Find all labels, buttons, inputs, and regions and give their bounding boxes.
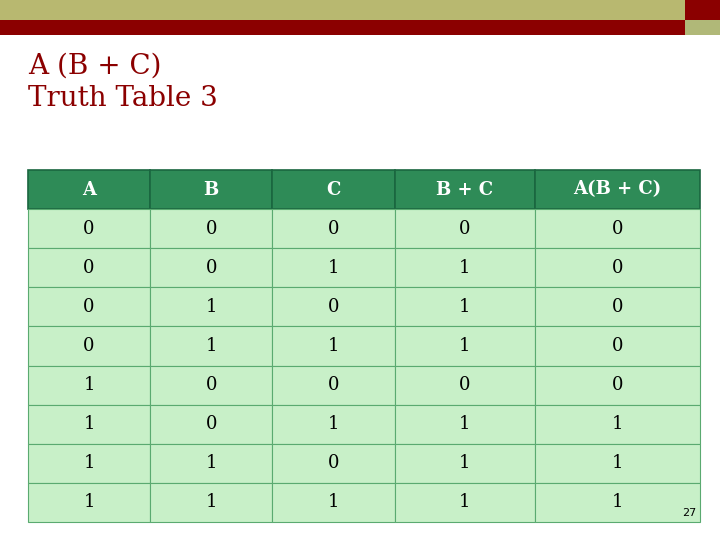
Bar: [28, 483, 150, 522]
Bar: [272, 327, 395, 366]
Text: 1: 1: [459, 494, 471, 511]
Bar: [272, 366, 395, 404]
Bar: [395, 248, 535, 287]
Text: 1: 1: [205, 337, 217, 355]
Text: 1: 1: [328, 259, 339, 277]
Text: Truth Table 3: Truth Table 3: [28, 85, 217, 112]
Bar: [395, 366, 535, 404]
Bar: [272, 209, 395, 248]
Bar: [395, 404, 535, 444]
Text: 0: 0: [328, 220, 339, 238]
Bar: [0, 0, 685, 20]
Text: 1: 1: [459, 337, 471, 355]
Text: 0: 0: [205, 259, 217, 277]
Text: 0: 0: [612, 298, 624, 316]
Text: 1: 1: [459, 415, 471, 433]
Bar: [272, 170, 395, 209]
Bar: [28, 209, 150, 248]
Bar: [150, 209, 272, 248]
Bar: [272, 287, 395, 327]
Text: 0: 0: [612, 376, 624, 394]
Bar: [395, 444, 535, 483]
Bar: [535, 444, 700, 483]
Text: A: A: [82, 180, 96, 199]
Text: 0: 0: [328, 298, 339, 316]
Bar: [28, 444, 150, 483]
Text: 0: 0: [459, 376, 471, 394]
Text: 0: 0: [459, 220, 471, 238]
Bar: [272, 483, 395, 522]
Bar: [28, 248, 150, 287]
Text: 1: 1: [205, 298, 217, 316]
Text: 1: 1: [84, 494, 95, 511]
Bar: [535, 170, 700, 209]
Text: 0: 0: [612, 259, 624, 277]
Text: 1: 1: [328, 415, 339, 433]
Text: B: B: [204, 180, 219, 199]
Text: 1: 1: [459, 298, 471, 316]
Bar: [535, 404, 700, 444]
Text: 0: 0: [205, 415, 217, 433]
Text: 1: 1: [205, 454, 217, 472]
Text: 1: 1: [205, 494, 217, 511]
Text: 1: 1: [328, 494, 339, 511]
Bar: [395, 327, 535, 366]
Bar: [535, 287, 700, 327]
Bar: [28, 366, 150, 404]
Bar: [150, 483, 272, 522]
Bar: [28, 287, 150, 327]
Text: 1: 1: [612, 494, 624, 511]
Bar: [272, 444, 395, 483]
Bar: [395, 287, 535, 327]
Text: A (B + C): A (B + C): [28, 53, 161, 80]
Bar: [28, 170, 150, 209]
Text: 0: 0: [328, 454, 339, 472]
Bar: [395, 483, 535, 522]
Bar: [395, 209, 535, 248]
Text: C: C: [326, 180, 341, 199]
Text: B + C: B + C: [436, 180, 493, 199]
Text: 1: 1: [84, 415, 95, 433]
Text: 1: 1: [612, 415, 624, 433]
Bar: [535, 248, 700, 287]
Text: 0: 0: [612, 220, 624, 238]
Text: 0: 0: [84, 337, 95, 355]
Bar: [535, 366, 700, 404]
Bar: [150, 444, 272, 483]
Text: 1: 1: [459, 454, 471, 472]
Bar: [395, 170, 535, 209]
Text: 0: 0: [612, 337, 624, 355]
Bar: [150, 366, 272, 404]
Text: 0: 0: [328, 376, 339, 394]
Bar: [272, 404, 395, 444]
Bar: [150, 170, 272, 209]
Text: 1: 1: [459, 259, 471, 277]
Text: 1: 1: [84, 454, 95, 472]
Text: 0: 0: [205, 376, 217, 394]
Text: 27: 27: [682, 508, 696, 518]
Bar: [28, 327, 150, 366]
Text: 1: 1: [84, 376, 95, 394]
Bar: [272, 248, 395, 287]
Bar: [28, 404, 150, 444]
Text: 1: 1: [612, 454, 624, 472]
Bar: [535, 327, 700, 366]
Bar: [150, 287, 272, 327]
Bar: [535, 483, 700, 522]
Bar: [685, 20, 720, 35]
Bar: [685, 0, 720, 20]
Bar: [150, 248, 272, 287]
Bar: [535, 209, 700, 248]
Text: 1: 1: [328, 337, 339, 355]
Bar: [150, 404, 272, 444]
Text: 0: 0: [205, 220, 217, 238]
Text: A(B + C): A(B + C): [573, 180, 662, 199]
Text: 0: 0: [84, 259, 95, 277]
Bar: [0, 20, 685, 35]
Text: 0: 0: [84, 220, 95, 238]
Bar: [150, 327, 272, 366]
Text: 0: 0: [84, 298, 95, 316]
